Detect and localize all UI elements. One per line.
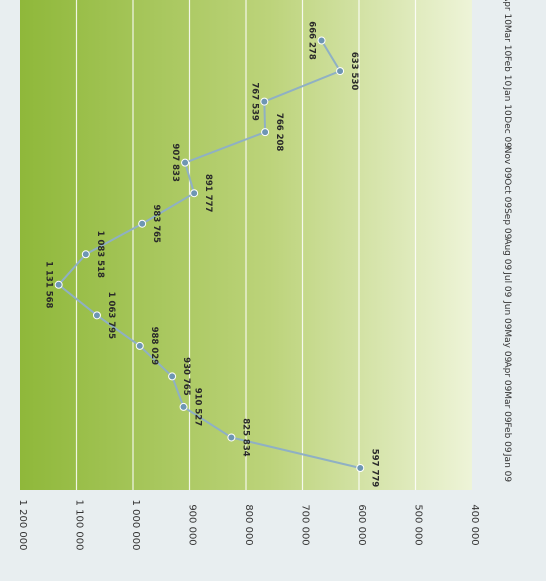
value-tick-label: 1 100 000 <box>74 500 85 551</box>
data-label: 825 834 <box>240 418 250 457</box>
category-tick-label: Feb 09 <box>502 422 512 453</box>
category-tick-label: Jul 09 <box>502 271 512 297</box>
data-label: 891 777 <box>203 174 213 213</box>
category-tick-label: Dec 09 <box>502 116 512 148</box>
data-point <box>81 250 90 259</box>
category-tick-label: Apr 10 <box>502 0 512 25</box>
data-label: 767 539 <box>249 82 259 121</box>
category-tick-label: Oct 09 <box>502 178 512 208</box>
data-label: 1 083 518 <box>95 231 105 278</box>
data-label: 766 208 <box>274 113 284 152</box>
category-tick-label: Aug 09 <box>502 238 512 270</box>
data-label: 988 029 <box>149 327 159 366</box>
value-axis: 400 000 500 000 600 000 700 000 800 000 900 0… <box>17 500 480 551</box>
data-point <box>356 464 365 472</box>
value-tick-label: 500 000 <box>413 504 424 545</box>
data-label: 983 765 <box>151 205 161 244</box>
category-tick-label: Apr 09 <box>502 361 512 391</box>
category-tick-label: May 09 <box>502 329 512 362</box>
data-point <box>190 189 199 198</box>
data-label: 633 530 <box>349 52 359 91</box>
data-point <box>92 311 101 320</box>
value-tick-label: 1 200 000 <box>17 500 28 551</box>
data-label: 907 833 <box>170 143 180 182</box>
data-point <box>317 36 326 45</box>
data-point <box>260 97 269 106</box>
data-point <box>54 280 63 289</box>
data-point <box>181 158 190 167</box>
data-point <box>168 372 177 381</box>
value-tick-label: 400 000 <box>469 504 480 545</box>
category-tick-label: Nov 09 <box>502 147 512 179</box>
category-tick-label: Mar 09 <box>502 391 512 423</box>
category-tick-label: Sep 09 <box>502 208 512 240</box>
data-point <box>227 433 236 442</box>
data-label: 1 063 795 <box>106 292 116 339</box>
data-label: 930 765 <box>181 357 191 396</box>
value-tick-label: 900 000 <box>187 504 198 545</box>
value-tick-label: 800 000 <box>243 504 254 545</box>
value-tick-label: 700 000 <box>300 504 311 545</box>
data-point <box>179 402 188 411</box>
category-tick-label: Jun 09 <box>502 300 512 330</box>
data-point <box>135 341 144 350</box>
category-tick-label: Mar 10 <box>502 25 512 57</box>
data-point <box>261 128 270 137</box>
data-label: 597 779 <box>369 449 379 488</box>
category-tick-label: Jan 10 <box>502 87 512 116</box>
data-label: 1 131 568 <box>44 261 54 308</box>
data-point <box>336 67 345 76</box>
data-point <box>138 219 147 228</box>
gridlines <box>75 0 417 490</box>
value-tick-label: 1 000 000 <box>130 500 141 551</box>
value-tick-label: 600 000 <box>356 504 367 545</box>
category-tick-label: Feb 10 <box>502 56 512 87</box>
category-tick-label: Jan 09 <box>502 453 512 482</box>
data-label: 910 527 <box>193 388 203 427</box>
data-label: 666 278 <box>307 21 317 60</box>
series-line <box>54 36 365 472</box>
